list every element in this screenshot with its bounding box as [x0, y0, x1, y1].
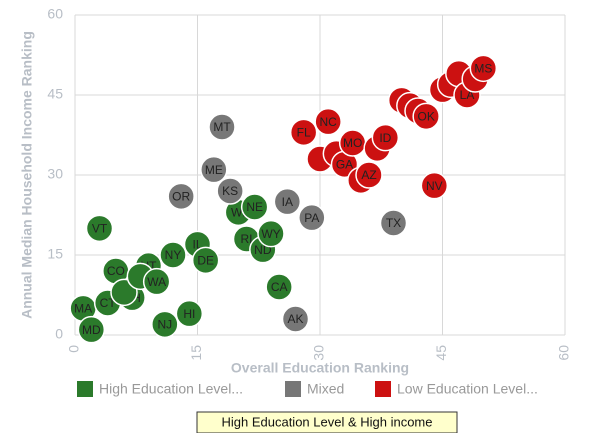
- x-tick-label: 15: [188, 345, 204, 361]
- point-label: MA: [74, 302, 92, 316]
- point-label: VT: [92, 222, 108, 236]
- point[interactable]: [240, 193, 269, 221]
- point-label: TX: [386, 216, 401, 230]
- point[interactable]: [371, 123, 400, 152]
- point[interactable]: [379, 209, 408, 237]
- point[interactable]: [191, 246, 220, 275]
- point-label: IL: [192, 238, 202, 252]
- point[interactable]: [257, 219, 285, 248]
- point[interactable]: [167, 182, 195, 211]
- point[interactable]: [159, 241, 187, 269]
- point-label: MO: [343, 136, 362, 150]
- point[interactable]: [208, 113, 236, 141]
- point[interactable]: [77, 315, 106, 344]
- point[interactable]: [175, 299, 204, 328]
- point-label: MT: [213, 120, 231, 134]
- point-label: CA: [271, 280, 288, 294]
- legend-label[interactable]: High Education Level...: [99, 381, 243, 397]
- point-label: RI: [241, 232, 253, 246]
- point-label: ID: [379, 131, 391, 145]
- legend-label[interactable]: Mixed: [307, 381, 344, 397]
- point-label: GA: [336, 158, 353, 172]
- point-label: AK: [287, 312, 303, 326]
- point[interactable]: [273, 187, 302, 216]
- point[interactable]: [355, 161, 383, 189]
- point-label: IA: [282, 195, 293, 209]
- y-axis-title: Annual Median Household Income Ranking: [19, 31, 35, 319]
- point-label: OK: [417, 110, 434, 124]
- point[interactable]: [216, 177, 244, 205]
- point[interactable]: [85, 214, 114, 243]
- point-label: NE: [246, 200, 263, 214]
- x-tick-label: 45: [433, 345, 449, 361]
- point-label: DE: [197, 254, 214, 268]
- point[interactable]: [420, 171, 449, 200]
- point[interactable]: [289, 118, 318, 147]
- point-label: CT: [100, 296, 117, 310]
- x-tick-label: 30: [311, 345, 327, 361]
- tooltip-box: [196, 411, 458, 433]
- y-tick-label: 30: [47, 166, 63, 182]
- point-label: MD: [82, 323, 101, 337]
- point-label: WA: [147, 275, 166, 289]
- legend-swatch[interactable]: [285, 381, 301, 397]
- legend-swatch[interactable]: [375, 381, 391, 397]
- x-tick-label: 60: [556, 345, 572, 361]
- point-label: WY: [261, 227, 280, 241]
- point[interactable]: [151, 310, 179, 339]
- point-label: PA: [304, 211, 319, 225]
- legend-label[interactable]: Low Education Level...: [397, 381, 538, 397]
- point[interactable]: [142, 267, 171, 296]
- x-tick-label: 0: [66, 345, 82, 353]
- point-label: NV: [426, 179, 443, 193]
- point-label: KS: [222, 184, 238, 198]
- point-label: NJ: [157, 318, 172, 332]
- tooltip-text: High Education Level & High income: [221, 414, 432, 429]
- point[interactable]: [200, 155, 228, 184]
- point-label: HI: [183, 307, 195, 321]
- y-tick-label: 60: [47, 6, 63, 22]
- y-tick-label: 15: [47, 246, 63, 262]
- point[interactable]: [298, 203, 326, 232]
- point[interactable]: [469, 54, 498, 83]
- point-label: AZ: [361, 168, 376, 182]
- point-label: OR: [172, 190, 190, 204]
- point-label: NC: [319, 115, 337, 129]
- point[interactable]: [265, 273, 293, 301]
- point[interactable]: [412, 102, 440, 131]
- point[interactable]: [281, 305, 310, 333]
- point-label: MS: [474, 62, 492, 76]
- point-label: NY: [165, 248, 182, 262]
- y-tick-label: 0: [55, 326, 63, 342]
- tooltip: High Education Level & High income: [196, 411, 458, 433]
- point-label: CO: [107, 264, 125, 278]
- legend-swatch[interactable]: [77, 381, 93, 397]
- point-label: ME: [205, 163, 223, 177]
- x-axis-title: Overall Education Ranking: [231, 360, 409, 376]
- y-tick-label: 45: [47, 86, 63, 102]
- point-label: FL: [297, 126, 311, 140]
- point[interactable]: [314, 107, 342, 136]
